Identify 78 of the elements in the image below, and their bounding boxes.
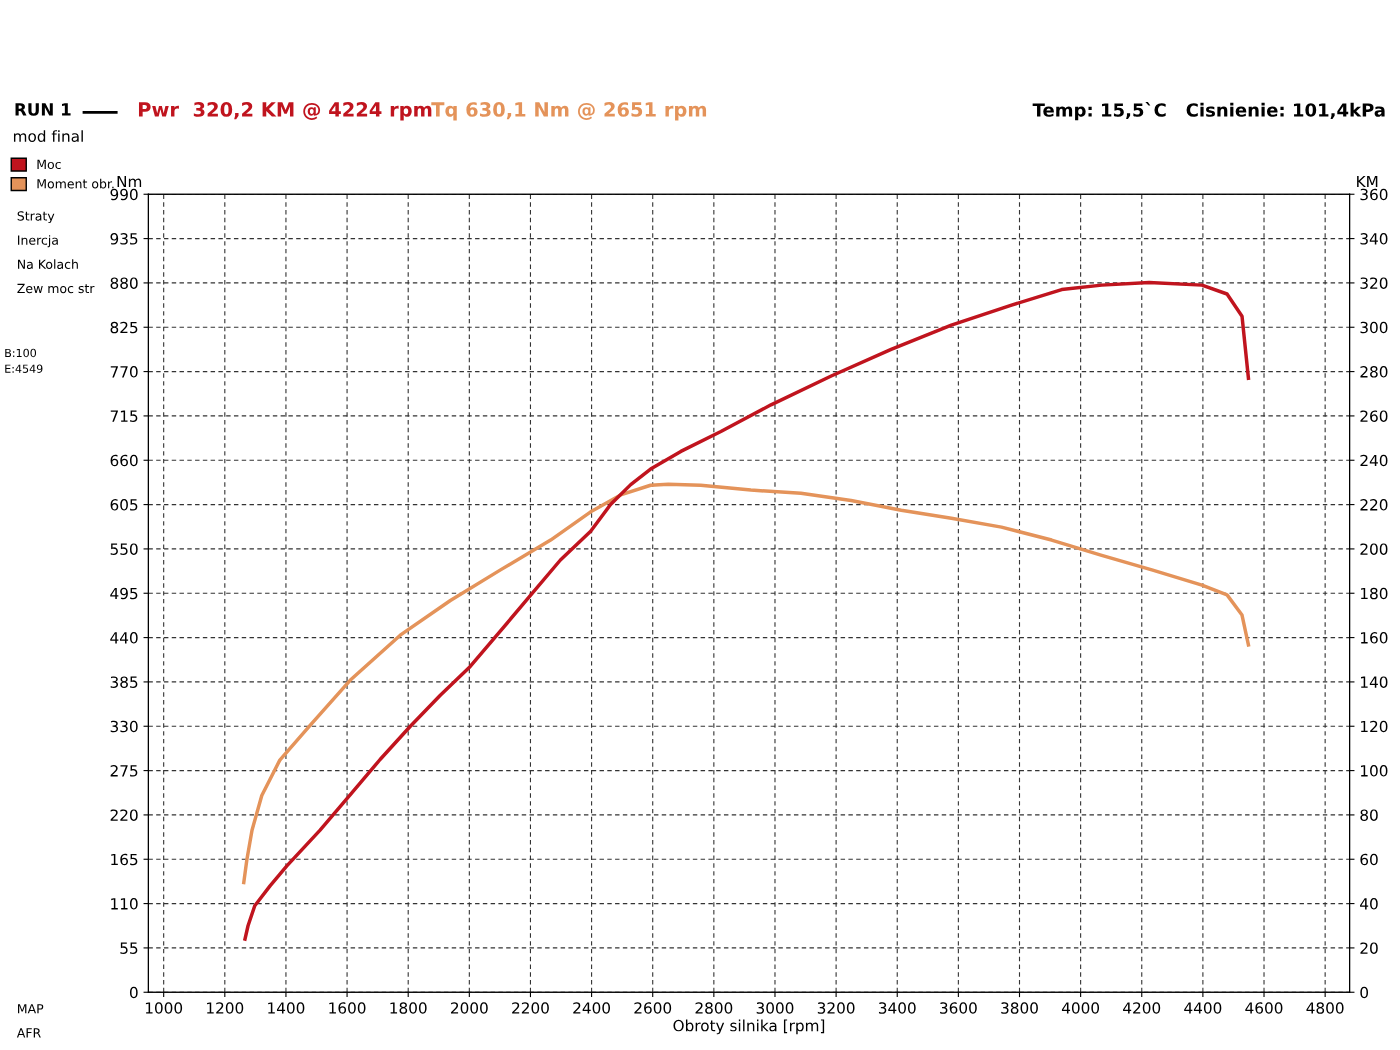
- x-tick-label: 4000: [1061, 1002, 1100, 1014]
- y-tick-label: 330: [110, 720, 138, 733]
- text: MAP: [18, 1004, 44, 1014]
- x-tick-label: 3000: [756, 1002, 794, 1014]
- x-tick-label: 3200: [817, 1002, 855, 1014]
- y-tick-label: 110: [111, 898, 138, 910]
- chart-subtitle: mod final: [13, 130, 83, 142]
- y2-tick-label: 340: [1360, 233, 1388, 245]
- y-tick-label: 495: [110, 587, 138, 600]
- y-tick-label: 605: [110, 499, 138, 511]
- y2-tick-label: 280: [1360, 366, 1388, 378]
- y-tick-label: 770: [110, 366, 138, 378]
- text: Pwr 320,2 KM @ 4224 rpm: [138, 102, 432, 121]
- line-series: [242, 482, 1251, 885]
- y2-tick-label: 360: [1360, 188, 1388, 201]
- y2-axis-title: KM: [1357, 175, 1378, 188]
- x-tick-label: 3400: [878, 1002, 916, 1014]
- legend-label: Moc: [37, 159, 61, 170]
- y-tick-label: 0: [129, 986, 138, 999]
- y2-tick-label: 40: [1360, 898, 1378, 910]
- x-axis-title: Obroty silnika [rpm]: [673, 1019, 825, 1035]
- x-tick-label: 4200: [1123, 1002, 1161, 1014]
- text: Na Kolach: [18, 259, 78, 269]
- y-tick-label: 55: [120, 942, 138, 954]
- x-tick-label: 2600: [634, 1002, 672, 1014]
- x-tick-label: 3800: [1001, 1002, 1038, 1014]
- y-tick-label: 385: [110, 676, 138, 688]
- text: B:100: [5, 348, 37, 358]
- x-tick-label: 2200: [512, 1002, 549, 1014]
- legend-label: Moment obr.: [37, 178, 114, 189]
- y-tick-label: 935: [110, 233, 138, 245]
- y-tick-label: 990: [110, 188, 138, 201]
- chart-title: RUN 1: [15, 103, 71, 116]
- y-tick-label: 660: [110, 454, 138, 467]
- y-tick-label: 165: [111, 853, 138, 866]
- y2-tick-label: 160: [1361, 632, 1388, 644]
- y-tick-label: 220: [110, 809, 138, 821]
- y2-tick-label: 0: [1360, 986, 1369, 999]
- y-tick-label: 550: [110, 543, 138, 555]
- y-tick-label: 715: [110, 410, 138, 422]
- y2-tick-label: 240: [1360, 454, 1388, 467]
- x-tick-label: 3600: [940, 1002, 977, 1014]
- y2-tick-label: 100: [1361, 765, 1388, 777]
- x-tick-label: 1400: [268, 1002, 305, 1014]
- x-tick-label: 4400: [1184, 1002, 1222, 1014]
- y2-tick-label: 200: [1360, 543, 1388, 555]
- text: Temp: 15,5`C Cisnienie: 101,4kPa: [1032, 102, 1385, 121]
- text: Tq 630,1 Nm @ 2651 rpm: [431, 102, 707, 121]
- text: E:4549: [5, 364, 43, 373]
- y-axis-title: Nm: [117, 175, 142, 188]
- x-tick-label: 1800: [390, 1002, 427, 1014]
- x-tick-label: 1600: [329, 1002, 366, 1014]
- text: Straty: [17, 211, 55, 224]
- y2-tick-label: 300: [1360, 321, 1388, 334]
- y-tick-label: 825: [110, 321, 138, 334]
- x-tick-label: 2400: [573, 1002, 611, 1014]
- x-tick-label: 1200: [207, 1002, 244, 1014]
- y2-tick-label: 20: [1360, 942, 1378, 954]
- y-tick-label: 440: [110, 632, 138, 644]
- x-tick-label: 2800: [695, 1002, 733, 1014]
- x-tick-label: 1000: [145, 1002, 183, 1014]
- line-series: [243, 280, 1251, 941]
- y2-tick-label: 180: [1361, 587, 1388, 600]
- x-tick-label: 4600: [1245, 1002, 1283, 1014]
- text: Zew moc str: [17, 283, 95, 294]
- y2-tick-label: 260: [1360, 410, 1388, 422]
- y-tick-label: 880: [110, 277, 138, 289]
- text: AFR: [16, 1028, 41, 1038]
- y2-tick-label: 220: [1360, 499, 1388, 511]
- y2-tick-label: 120: [1361, 720, 1388, 733]
- y2-tick-label: 140: [1361, 676, 1388, 688]
- y2-tick-label: 320: [1360, 277, 1388, 289]
- y2-tick-label: 80: [1360, 809, 1378, 821]
- x-tick-label: 2000: [451, 1002, 488, 1014]
- text: Inercja: [18, 235, 58, 248]
- y2-tick-label: 60: [1360, 853, 1378, 866]
- x-tick-label: 4800: [1306, 1002, 1344, 1014]
- y-tick-label: 275: [110, 765, 138, 777]
